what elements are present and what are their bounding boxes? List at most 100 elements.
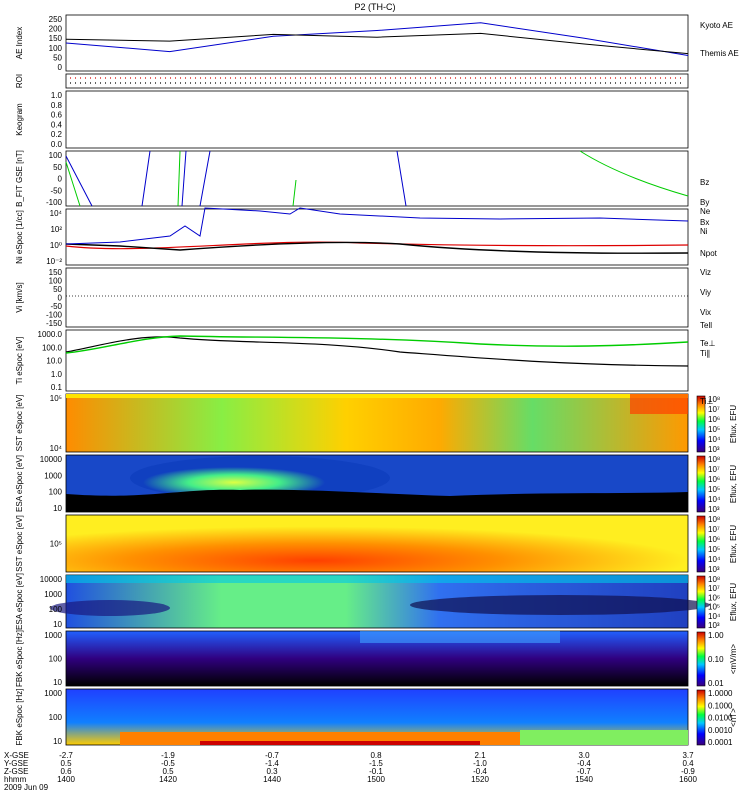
x-tick-label: -0.7 xyxy=(265,751,279,760)
y-tick-label: 10 xyxy=(53,504,62,513)
legend-entry: Vix xyxy=(700,308,711,317)
y-tick-label: -50 xyxy=(50,186,62,195)
colorbar-tick-label: 10⁷ xyxy=(708,405,720,414)
panel-label: SST eSpoc [eV] xyxy=(15,395,24,452)
colorbar-tick-label: 0.0001 xyxy=(708,738,733,747)
panel-vi xyxy=(65,267,689,328)
colorbar-tick-label: 10⁵ xyxy=(708,425,720,434)
y-tick-label: 50 xyxy=(53,285,62,294)
y-tick-label: 10⁰ xyxy=(50,241,62,250)
colorbar-label: Eflux, EFU xyxy=(729,583,738,621)
panel-label: ESA eSpoc [eV] xyxy=(15,455,24,512)
y-tick-label: 100 xyxy=(49,151,63,160)
colorbar-tick-label: 10⁵ xyxy=(708,485,720,494)
x-tick-label: -0.7 xyxy=(577,767,591,776)
y-tick-label: 0.1 xyxy=(51,383,63,392)
x-tick-label: -0.5 xyxy=(161,759,175,768)
ae-series-line xyxy=(65,32,689,55)
fbk2-green-band xyxy=(520,730,688,745)
y-tick-label: -100 xyxy=(46,198,63,207)
ti-tipar-line xyxy=(65,335,689,354)
y-tick-label: 0.8 xyxy=(51,101,63,110)
x-tick-label: 1500 xyxy=(367,775,385,784)
legend-entry: Bz xyxy=(700,178,709,187)
sst2-spectrogram xyxy=(65,514,689,573)
panel-label: Ti eSpoc [eV] xyxy=(15,337,24,385)
legend-entry: Viz xyxy=(700,268,711,277)
colorbar-tick-label: 10⁷ xyxy=(708,465,720,474)
colorbar-esa1 xyxy=(696,455,706,513)
x-tick-label: -2.7 xyxy=(59,751,73,760)
colorbar-tick-label: 10⁶ xyxy=(708,535,720,544)
x-tick-label: 0.5 xyxy=(60,759,72,768)
esa1-green-blob xyxy=(130,456,390,500)
y-tick-label: 1.0 xyxy=(51,91,63,100)
vi-frame xyxy=(65,267,689,328)
y-tick-label: 0 xyxy=(58,63,63,72)
colorbar-label: Eflux, EFU xyxy=(729,405,738,443)
y-tick-label: 10000 xyxy=(40,575,63,584)
legend-entry: Ni xyxy=(700,227,708,236)
y-tick-label: 10⁵ xyxy=(50,394,62,403)
colorbar-tick-label: 10⁷ xyxy=(708,584,720,593)
x-axis-row-label: Z-GSE xyxy=(4,767,28,776)
colorbar-tick-label: 1.0000 xyxy=(708,689,733,698)
panel-label: ESA eSpoc [eV] xyxy=(15,573,24,630)
colorbar-label: Eflux, EFU xyxy=(729,525,738,563)
legend-entry: Tell xyxy=(700,321,712,330)
fbk2-red-band xyxy=(200,741,480,745)
panel-label: Vi [km/s] xyxy=(15,282,24,313)
x-axis-row-label: hhmm xyxy=(4,775,27,784)
y-tick-label: 10000 xyxy=(40,455,63,464)
panel-sst2 xyxy=(65,514,689,573)
y-tick-label: 100 xyxy=(49,488,63,497)
legend-entry: Te⊥ xyxy=(700,339,715,348)
colorbar-tick-label: 10⁵ xyxy=(708,545,720,554)
y-tick-label: 250 xyxy=(49,15,63,24)
colorbar-tick-label: 10⁸ xyxy=(708,515,720,524)
ni-npot-line xyxy=(65,207,689,245)
colorbar-tick-label: 10³ xyxy=(708,621,720,630)
panel-label: FBK eSpoc [Hz] xyxy=(15,630,24,687)
x-tick-label: -1.5 xyxy=(369,759,383,768)
colorbar-tick-label: 10⁷ xyxy=(708,525,720,534)
colorbar-tick-label: 10⁸ xyxy=(708,395,720,404)
x-axis-row-label: Y-GSE xyxy=(4,759,28,768)
legend-entry: Kyoto AE xyxy=(700,21,733,30)
esa1-low-energy-band xyxy=(66,489,688,512)
y-tick-label: 0.0 xyxy=(51,140,63,149)
colorbar-tick-label: 10⁴ xyxy=(708,555,721,564)
y-tick-label: 1000 xyxy=(44,590,62,599)
panel-ti xyxy=(65,329,689,392)
legend-entry: Viy xyxy=(700,288,711,297)
panel-ae xyxy=(65,14,689,72)
colorbar-tick-label: 1.00 xyxy=(708,631,724,640)
y-tick-label: 0.4 xyxy=(51,120,63,129)
colorbar-tick-label: 10⁶ xyxy=(708,475,720,484)
ni-ni-line xyxy=(65,241,689,254)
panel-label: FBK eSpoc [Hz] xyxy=(15,689,24,746)
x-tick-label: 3.7 xyxy=(682,751,694,760)
y-tick-label: 50 xyxy=(53,53,62,62)
esa2-dark-band-right xyxy=(410,595,710,615)
y-tick-label: 10 xyxy=(53,620,62,629)
bfit-bx-line xyxy=(65,150,407,207)
panel-label: B_FIT GSE [nT] xyxy=(15,150,24,207)
y-tick-label: 1000.0 xyxy=(38,330,63,339)
roi-frame xyxy=(65,73,689,89)
y-tick-label: 0.6 xyxy=(51,111,63,120)
legend-entry: Themis AE xyxy=(700,49,739,58)
legend-entry: Ti⊥ xyxy=(700,397,713,406)
ae-series-line xyxy=(65,22,689,56)
esa2-top-band xyxy=(66,575,688,583)
colorbar-tick-label: 10³ xyxy=(708,565,720,574)
ti-frame xyxy=(65,329,689,392)
panel-label: Keogram xyxy=(15,103,24,136)
y-tick-label: 1000 xyxy=(44,631,62,640)
fbk1-highlight xyxy=(360,631,560,643)
sst1-spectrogram xyxy=(65,393,689,453)
colorbar-tick-label: 0.0100 xyxy=(708,714,733,723)
x-tick-label: -0.4 xyxy=(473,767,487,776)
legend-entry: Ne xyxy=(700,207,711,216)
